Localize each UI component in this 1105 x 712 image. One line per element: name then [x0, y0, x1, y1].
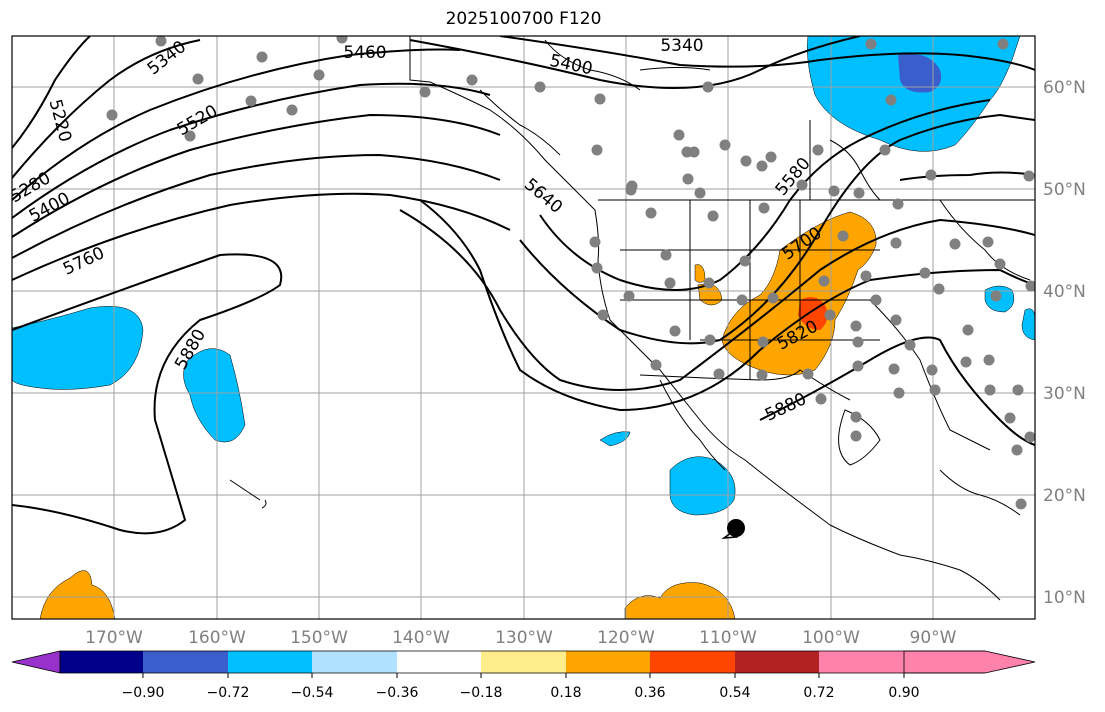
- colorbar-tick-label: −0.54: [291, 685, 334, 701]
- colorbar-segment: [566, 651, 650, 673]
- lat-label-40n: 40°N: [1043, 282, 1086, 302]
- lon-label-160w: 160°W: [188, 628, 246, 648]
- colorbar-ticks: [142, 673, 905, 678]
- colorbar-tick-label: −0.18: [460, 685, 503, 701]
- height-contours: [12, 36, 1035, 535]
- colorbar-segment: [735, 651, 819, 673]
- colorbar-segment: [650, 651, 735, 673]
- contour-label-5460: 5460: [343, 43, 386, 63]
- colorbar-tick-label: 0.36: [634, 685, 665, 701]
- longitude-labels: 170°W 160°W 150°W 140°W 130°W 120°W 110°…: [85, 628, 957, 648]
- colorbar-tick-label: 0.54: [719, 685, 750, 701]
- colorbar-segment: [397, 651, 481, 673]
- colorbar-tick-label: 0.18: [550, 685, 581, 701]
- colorbar-segment: [228, 651, 312, 673]
- colorbar-tick-label: 0.72: [803, 685, 834, 701]
- lon-label-110w: 110°W: [699, 628, 757, 648]
- colorbar-segment: [143, 651, 228, 673]
- colorbar-segment: [60, 651, 143, 673]
- colorbar-tick-label: −0.90: [122, 685, 165, 701]
- colorbar-left-extension: [11, 650, 61, 674]
- lon-label-150w: 150°W: [290, 628, 348, 648]
- contour-label-5340b: 5340: [660, 36, 703, 56]
- station-dots: [106, 36, 1035, 510]
- latitude-labels: 60°N 50°N 40°N 30°N 20°N 10°N: [1043, 78, 1086, 608]
- lon-label-120w: 120°W: [597, 628, 655, 648]
- lat-label-50n: 50°N: [1043, 180, 1086, 200]
- colorbar-tick-labels: −0.90 −0.72 −0.54 −0.36 −0.18 0.18 0.36 …: [122, 685, 920, 701]
- lon-label-140w: 140°W: [392, 628, 450, 648]
- colorbar: −0.90 −0.72 −0.54 −0.36 −0.18 0.18 0.36 …: [11, 650, 1036, 701]
- colorbar-tick-label: −0.72: [207, 685, 250, 701]
- colorbar-tick-label: 0.90: [888, 685, 919, 701]
- map-frame: [11, 35, 1036, 620]
- colorbar-tick-label: −0.36: [376, 685, 419, 701]
- colorbar-right-extension: [903, 650, 1036, 674]
- anomaly-shading: [12, 36, 1035, 619]
- lon-label-100w: 100°W: [802, 628, 860, 648]
- map-title: 2025100700 F120: [445, 9, 602, 29]
- colorbar-segment: [819, 651, 904, 673]
- lat-label-10n: 10°N: [1043, 588, 1086, 608]
- colorbar-segment: [481, 651, 566, 673]
- lat-label-30n: 30°N: [1043, 384, 1086, 404]
- lat-label-20n: 20°N: [1043, 486, 1086, 506]
- graticule: [12, 36, 1035, 619]
- lon-label-130w: 130°W: [495, 628, 553, 648]
- lon-label-90w: 90°W: [910, 628, 957, 648]
- lat-label-60n: 60°N: [1043, 78, 1086, 98]
- coastlines: [229, 36, 1035, 601]
- colorbar-segment: [312, 651, 397, 673]
- lon-label-170w: 170°W: [85, 628, 143, 648]
